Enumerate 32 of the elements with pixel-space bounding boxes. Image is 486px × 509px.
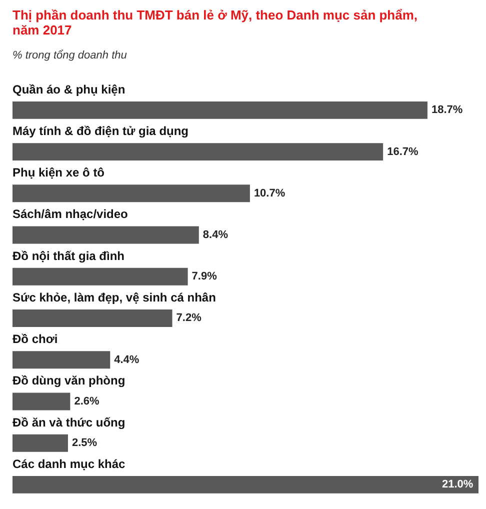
bar	[12, 268, 188, 286]
data-label: 4.4%	[114, 354, 140, 366]
y-tick-label: Đồ nội thất gia đình	[12, 248, 124, 263]
y-tick-label: Sách/âm nhạc/video	[12, 207, 128, 222]
data-label: 2.6%	[74, 395, 100, 408]
data-label: 10.7%	[254, 187, 286, 200]
data-label: 2.5%	[72, 437, 98, 450]
bar	[12, 101, 428, 119]
bar	[12, 476, 478, 494]
y-tick-label: Quần áo & phụ kiện	[12, 82, 126, 96]
y-tick-label: Đồ ăn và thức uống	[12, 415, 126, 430]
chart-subtitle: % trong tổng doanh thu	[12, 50, 127, 62]
y-tick-label: Đồ dùng văn phòng	[12, 374, 126, 388]
bar	[12, 226, 199, 244]
bar	[12, 351, 110, 369]
data-label: 18.7%	[431, 104, 463, 116]
data-label: 7.9%	[192, 270, 218, 283]
y-tick-label: Các danh mục khác	[12, 456, 126, 471]
data-label: 7.2%	[176, 312, 202, 324]
y-tick-label: Máy tính & đồ điện tử gia dụng	[12, 124, 189, 138]
y-tick-label: Sức khỏe, làm đẹp, vệ sinh cá nhân	[12, 290, 216, 304]
bar	[12, 434, 68, 452]
bar	[12, 392, 70, 410]
bar	[12, 310, 172, 327]
data-label: 8.4%	[202, 229, 228, 242]
data-label: 16.7%	[387, 146, 418, 158]
chart-title: Thị phần doanh thu TMĐT bán lẻ ở Mỹ, theo Danh mục sản phẩm, năm 2017	[12, 8, 418, 38]
data-label: 21.0%	[442, 478, 474, 491]
y-tick-label: Đồ chơi	[12, 332, 58, 346]
bar	[12, 143, 384, 161]
y-tick-label: Phụ kiện xe ô tô	[12, 166, 105, 180]
bar	[12, 184, 250, 202]
